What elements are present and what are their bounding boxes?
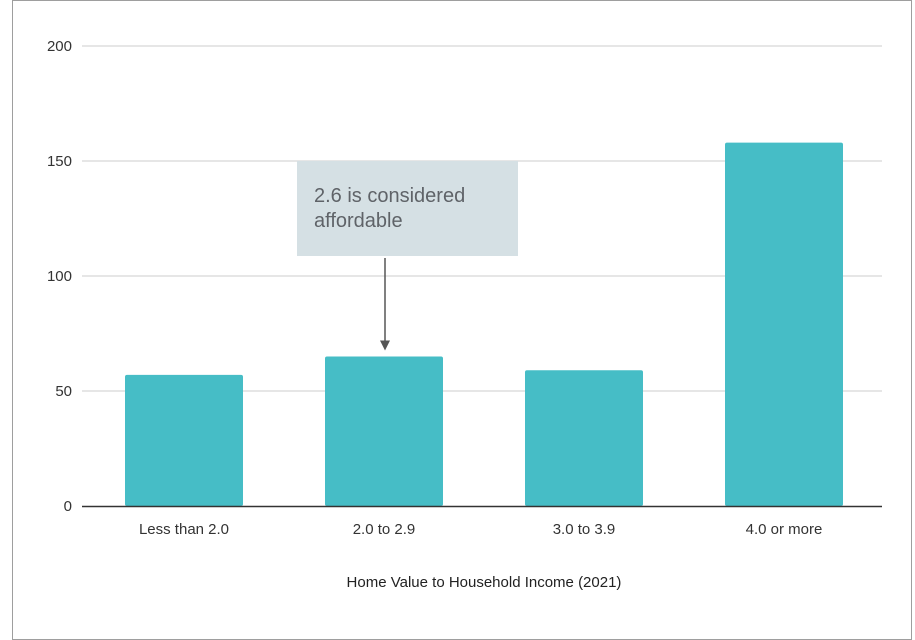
x-tick-label: 4.0 or more [746,521,823,538]
y-tick-label: 200 [47,38,72,55]
bar-chart: 0 50 100 150 200 Less than 2.0 2.0 to 2.9 3.0 … [47,38,882,591]
x-tick-label: 2.0 to 2.9 [353,521,416,538]
bar [725,142,843,506]
x-axis-ticks: Less than 2.0 2.0 to 2.9 3.0 to 3.9 4.0 or … [139,521,822,538]
annotation: 2.6 is considered affordable [297,161,518,351]
bar [525,370,643,506]
x-axis-title: Home Value to Household Income (2021) [347,574,622,591]
annotation-text-line: 2.6 is considered [314,185,465,207]
annotation-box [297,161,518,256]
annotation-text-line: affordable [314,210,403,232]
bars [125,142,843,506]
y-tick-label: 150 [47,153,72,170]
x-tick-label: 3.0 to 3.9 [553,521,616,538]
x-tick-label: Less than 2.0 [139,521,229,538]
y-tick-label: 50 [55,383,72,400]
annotation-arrow-head [380,340,390,351]
bar [325,356,443,506]
y-tick-label: 0 [64,498,72,515]
bar [125,374,243,506]
y-tick-label: 100 [47,268,72,285]
y-axis-ticks: 0 50 100 150 200 [47,38,72,515]
